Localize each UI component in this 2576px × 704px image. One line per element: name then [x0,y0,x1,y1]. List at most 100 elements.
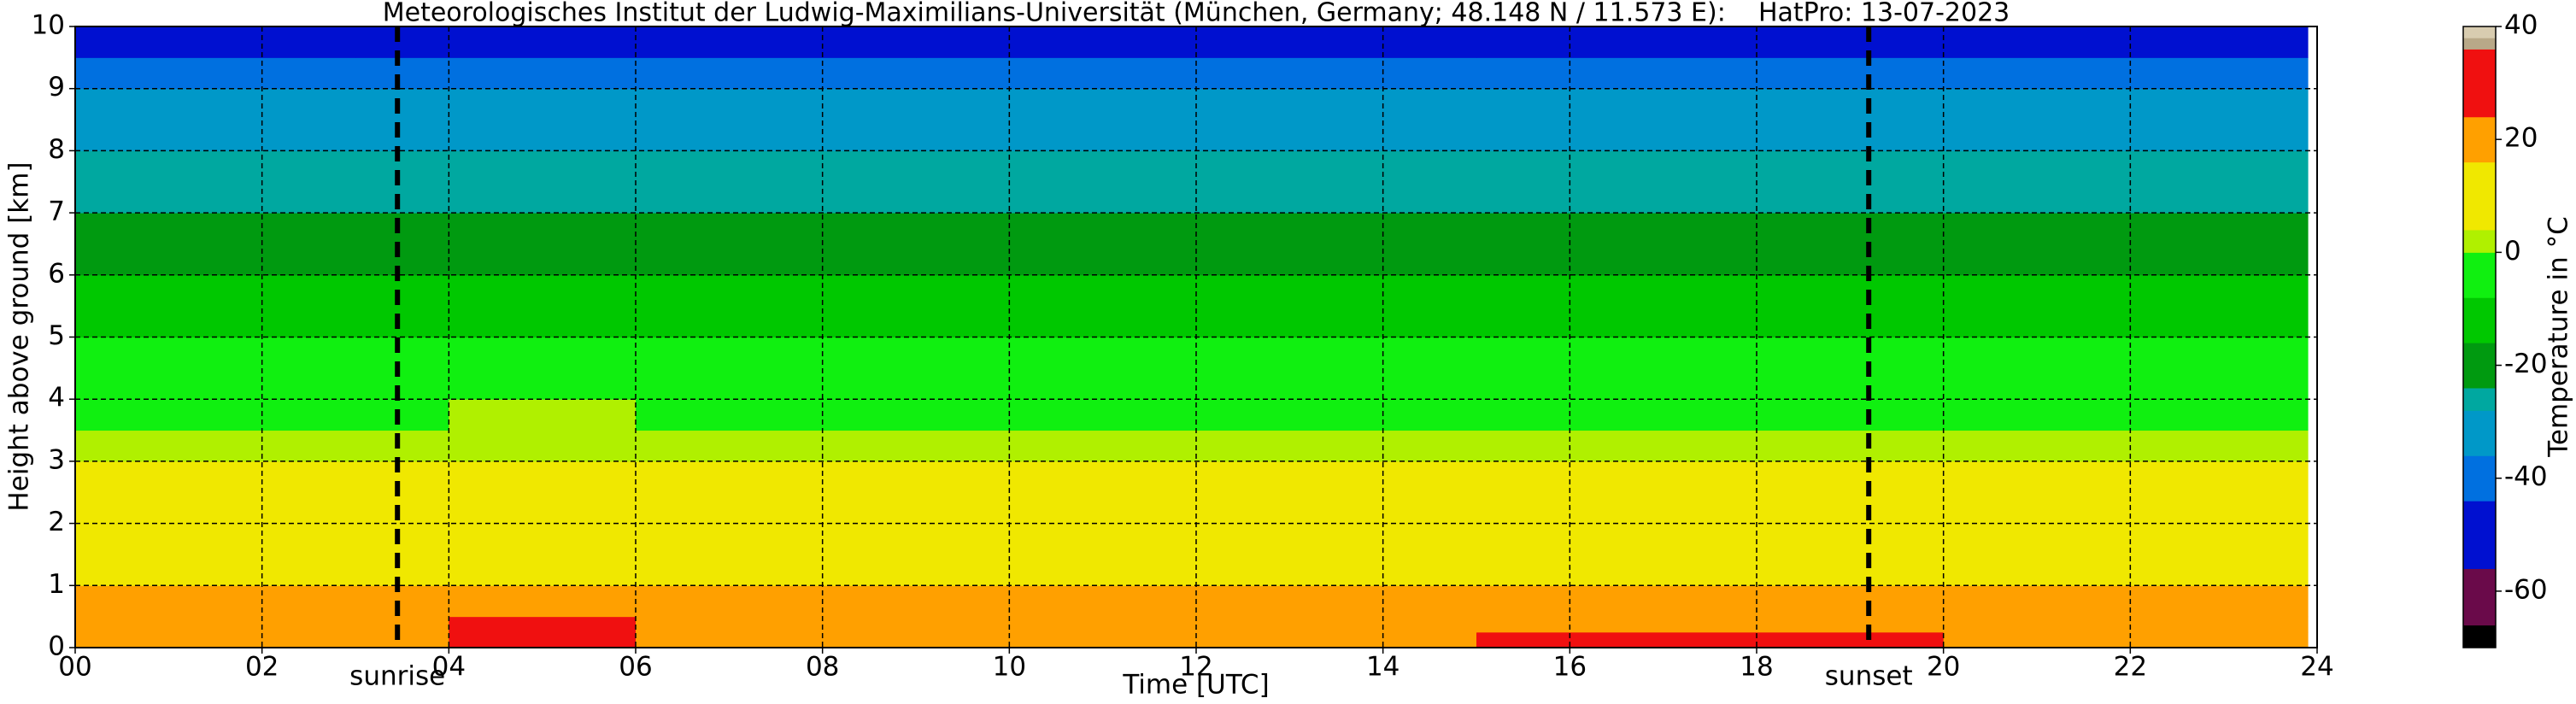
heat-cell [355,461,449,493]
heat-cell [916,399,1197,431]
heat-cell [1476,523,1757,555]
x-tick-label: 00 [58,652,91,683]
heat-cell [1943,585,2131,618]
colorbar-tick-label: 0 [2504,236,2521,267]
heat-cell [449,616,637,633]
heat-cell [449,523,637,555]
heat-cell [916,26,1197,58]
heat-cell [75,616,356,633]
y-tick-label: 0 [48,631,65,662]
heat-cell [75,492,356,525]
x-tick-label: 12 [1179,652,1212,683]
heat-cell [2130,274,2309,337]
heat-cell [2130,88,2309,151]
heat-cell [355,26,449,58]
heat-cell [1757,585,1945,618]
heat-cell [1476,88,1757,151]
heat-cell [916,631,1197,648]
heat-cell [636,631,917,648]
heat-cell [1757,150,1945,214]
heat-cell [1943,150,2131,214]
heat-cell [1757,26,1945,58]
colorbar-band [2463,387,2496,411]
heat-cell [75,461,356,493]
heat-cell [1476,337,1757,400]
colorbar-tick-label: 20 [2504,123,2538,154]
heat-cell [355,492,449,525]
heat-cell [1196,88,1477,151]
x-tick-label: 24 [2300,652,2333,683]
heat-cell [916,523,1197,555]
colorbar-band [2463,625,2496,648]
y-tick-label: 7 [48,197,65,227]
heat-cell [75,57,356,90]
colorbar-band [2463,410,2496,456]
colorbar-band [2463,229,2496,253]
heat-cell [355,430,449,462]
heat-cell [1196,274,1477,337]
heat-cell [2130,57,2309,90]
heat-cell [355,616,449,633]
heat-cell [1196,399,1477,431]
plot-frame [74,26,2318,648]
heat-cell [75,399,356,431]
heat-cell [1196,150,1477,214]
heat-cell [1943,461,2131,493]
heat-cell [636,523,917,555]
heat-cell [1757,213,1945,276]
y-tick-label: 8 [48,134,65,165]
colorbar-frame [2462,26,2497,648]
heat-cell [636,337,917,400]
heat-cell [1943,631,2131,648]
heat-cell [916,337,1197,400]
colorbar-band [2463,116,2496,163]
heat-cell [1196,631,1477,648]
heat-cell [916,616,1197,633]
annotation-label: sunset [1825,661,1913,692]
heat-cell [2130,461,2309,493]
heat-cell [2130,213,2309,276]
heat-cell [1476,616,1757,633]
heat-cell [1476,274,1757,337]
heat-cell [636,274,917,337]
heat-cell [636,88,917,151]
heat-cell [1943,399,2131,431]
heat-cell [916,150,1197,214]
heat-cell [1943,430,2131,462]
y-tick-label: 9 [48,72,65,103]
colorbar-band [2463,568,2496,626]
x-tick-label: 10 [993,652,1026,683]
heat-cell [1476,631,1757,648]
heat-cell [1476,585,1757,618]
colorbar-band [2463,26,2496,38]
y-tick-label: 3 [48,444,65,475]
colorbar-band [2463,49,2496,118]
heat-cell [2130,523,2309,555]
heat-cell [355,213,449,276]
x-tick-label: 22 [2114,652,2147,683]
heat-cell [916,585,1197,618]
y-tick-label: 10 [32,10,65,41]
y-tick-label: 1 [48,569,65,600]
heat-cell [1943,26,2131,58]
heat-cell [2130,631,2309,648]
heat-cell [2130,616,2309,633]
x-tick-label: 02 [245,652,279,683]
heat-cell [1757,461,1945,493]
chart-title: Meteorologisches Institut der Ludwig-Max… [383,0,2010,28]
heat-cell [1757,554,1945,586]
heat-cell [1476,554,1757,586]
heat-cell [1196,492,1477,525]
heat-cell [916,492,1197,525]
heat-cell [1196,585,1477,618]
heat-cell [355,554,449,586]
heat-cell [75,430,356,462]
heat-cell [1757,399,1945,431]
heat-cell [1757,88,1945,151]
heat-cell [916,430,1197,462]
colorbar-band [2463,252,2496,298]
annotation-label: sunrise [349,661,445,692]
heat-cell [1476,57,1757,90]
